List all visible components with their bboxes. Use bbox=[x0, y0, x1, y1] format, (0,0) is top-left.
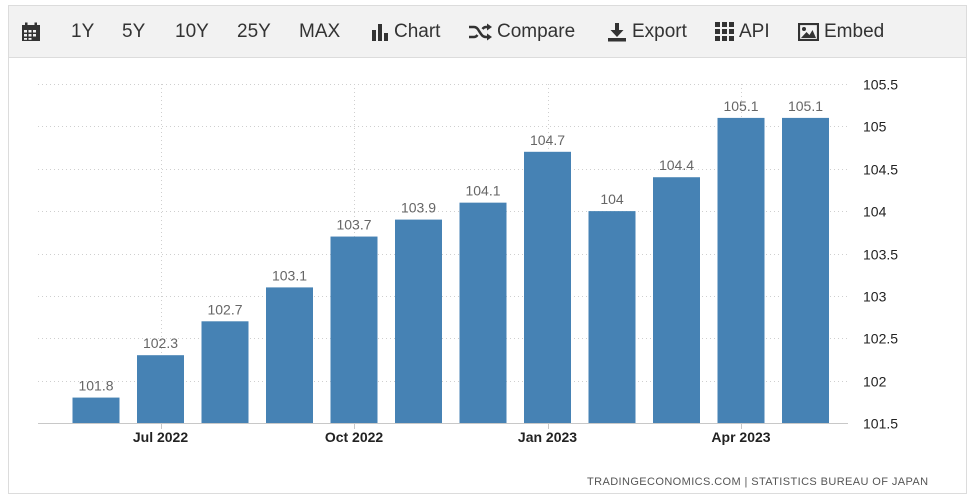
range-25y-button[interactable]: 25Y bbox=[237, 20, 271, 42]
y-tick-label: 104 bbox=[863, 204, 887, 220]
data-label: 103.1 bbox=[272, 267, 307, 283]
range-5y-button[interactable]: 5Y bbox=[122, 20, 146, 42]
bar[interactable] bbox=[524, 151, 571, 424]
bar[interactable] bbox=[266, 287, 313, 423]
bar[interactable] bbox=[201, 321, 249, 423]
data-label: 103.9 bbox=[401, 200, 436, 216]
data-label: 103.7 bbox=[336, 217, 371, 233]
calendar-icon-glyph bbox=[22, 22, 40, 41]
data-label: 104.7 bbox=[530, 132, 565, 148]
data-label: 102.7 bbox=[207, 301, 242, 317]
data-labels-layer: 101.8 102.3 102.7 103.1 103.7 103.9 104.1 104.7… bbox=[78, 98, 823, 394]
shuffle-icon bbox=[469, 23, 492, 40]
chart-button-label: Chart bbox=[394, 20, 441, 42]
bar[interactable] bbox=[459, 202, 507, 423]
x-axis: Jul 2022 Oct 2022 Jan 2023 Apr 2023 bbox=[133, 423, 771, 445]
source-credit: TRADINGECONOMICS.COM | STATISTICS BUREAU… bbox=[587, 476, 929, 488]
embed-button[interactable]: Embed bbox=[798, 6, 884, 57]
calendar-icon[interactable] bbox=[21, 6, 41, 57]
data-label: 105.1 bbox=[788, 98, 823, 114]
grid-layer bbox=[38, 84, 848, 424]
embed-button-label: Embed bbox=[824, 20, 885, 42]
data-label: 105.1 bbox=[723, 98, 758, 114]
x-tick-label: Apr 2023 bbox=[711, 429, 770, 445]
download-icon bbox=[608, 22, 626, 41]
y-tick-label: 102 bbox=[863, 374, 887, 390]
bar-chart-icon bbox=[372, 23, 388, 41]
y-tick-label: 105.5 bbox=[863, 77, 898, 93]
bar[interactable] bbox=[137, 355, 184, 423]
bar[interactable] bbox=[653, 177, 700, 423]
y-tick-label: 101.5 bbox=[863, 416, 898, 432]
data-label: 104.4 bbox=[659, 157, 694, 173]
compare-button-label: Compare bbox=[497, 20, 576, 42]
data-label: 102.3 bbox=[143, 335, 178, 351]
compare-button[interactable]: Compare bbox=[468, 6, 575, 57]
grid-icon bbox=[715, 22, 734, 41]
y-tick-label: 103 bbox=[863, 289, 887, 305]
data-label: 101.8 bbox=[78, 378, 113, 394]
range-max-button[interactable]: MAX bbox=[299, 20, 341, 42]
bar[interactable] bbox=[588, 211, 636, 423]
export-button-label: Export bbox=[632, 20, 687, 42]
export-button[interactable]: Export bbox=[607, 6, 687, 57]
image-icon bbox=[798, 22, 819, 41]
y-tick-label: 104.5 bbox=[863, 162, 898, 178]
bar[interactable] bbox=[782, 117, 829, 424]
bar[interactable] bbox=[330, 236, 378, 423]
x-tick-label: Jan 2023 bbox=[518, 429, 577, 445]
bar[interactable] bbox=[395, 219, 442, 423]
range-1y-button[interactable]: 1Y bbox=[71, 20, 95, 42]
data-label: 104 bbox=[600, 191, 624, 207]
x-tick-label: Oct 2022 bbox=[325, 429, 384, 445]
chart-button[interactable]: Chart bbox=[371, 6, 440, 57]
y-axis: 101.5 102 102.5 103 103.5 104 104.5 105 105.5 bbox=[863, 77, 898, 432]
y-tick-label: 105 bbox=[863, 119, 887, 135]
bars-layer bbox=[72, 117, 829, 424]
x-tick-label: Jul 2022 bbox=[133, 429, 188, 445]
bar[interactable] bbox=[72, 397, 120, 423]
toolbar: 1Y 5Y 10Y 25Y MAX Chart Compare bbox=[9, 6, 966, 58]
bar[interactable] bbox=[717, 117, 765, 424]
y-tick-label: 103.5 bbox=[863, 247, 898, 263]
range-10y-button[interactable]: 10Y bbox=[175, 20, 209, 42]
api-button[interactable]: API bbox=[715, 6, 770, 57]
data-label: 104.1 bbox=[465, 183, 500, 199]
api-button-label: API bbox=[739, 20, 770, 42]
y-tick-label: 102.5 bbox=[863, 331, 898, 347]
